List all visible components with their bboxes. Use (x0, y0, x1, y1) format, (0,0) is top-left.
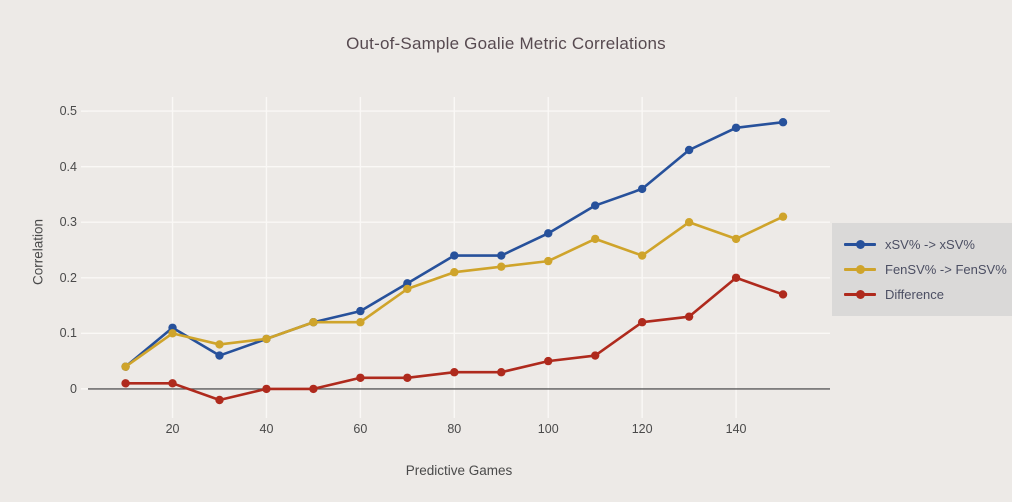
series-marker-1[interactable] (590, 234, 600, 244)
x-tick-label: 20 (165, 422, 180, 436)
legend-swatch-icon (844, 290, 876, 299)
series-marker-1[interactable] (497, 262, 506, 271)
series-marker-0[interactable] (637, 184, 647, 194)
x-tick-label: 80 (447, 422, 462, 436)
legend-item-label: Difference (885, 287, 945, 302)
x-tick-label: 120 (631, 422, 653, 436)
series-marker-0[interactable] (590, 201, 600, 210)
legend-item-label: xSV% -> xSV% (885, 237, 975, 252)
legend: xSV% -> xSV% FenSV% -> FenSV% Difference (832, 223, 1012, 316)
chart-title: Out-of-Sample Goalie Metric Correlations (346, 34, 666, 53)
series-marker-1[interactable] (403, 284, 412, 294)
series-marker-0[interactable] (497, 251, 506, 260)
y-tick-label: 0 (70, 381, 77, 396)
legend-item-1[interactable]: FenSV% -> FenSV% (844, 257, 1012, 282)
series-marker-1[interactable] (731, 234, 741, 244)
y-tick-label: 0.2 (59, 270, 77, 285)
series-marker-2[interactable] (497, 368, 506, 377)
series-marker-0[interactable] (215, 351, 224, 360)
series-marker-2[interactable] (731, 273, 741, 282)
legend-item-label: FenSV% -> FenSV% (885, 262, 1007, 277)
x-tick-label: 140 (725, 422, 747, 436)
plot-area[interactable] (88, 95, 830, 410)
legend-swatch-icon (844, 265, 876, 274)
series-marker-2[interactable] (356, 373, 365, 382)
series-marker-2[interactable] (403, 373, 412, 382)
series-marker-1[interactable] (356, 318, 365, 327)
series-marker-2[interactable] (215, 395, 224, 405)
series-marker-0[interactable] (544, 229, 553, 238)
series-marker-2[interactable] (590, 351, 600, 360)
y-axis-title: Correlation (30, 218, 46, 286)
x-axis-title: Predictive Games (405, 463, 513, 478)
y-tick-label: 0.3 (59, 215, 77, 230)
series-marker-2[interactable] (778, 290, 788, 299)
legend-item-2[interactable]: Difference (844, 282, 1012, 307)
y-tick-label: 0.1 (59, 326, 77, 341)
x-tick-label: 40 (259, 422, 274, 436)
legend-item-0[interactable]: xSV% -> xSV% (844, 232, 1012, 257)
series-marker-2[interactable] (684, 312, 694, 321)
series-marker-2[interactable] (544, 356, 553, 366)
series-marker-2[interactable] (637, 318, 647, 327)
series-marker-0[interactable] (450, 251, 459, 260)
series-marker-1[interactable] (544, 256, 553, 266)
series-marker-1[interactable] (450, 268, 459, 277)
series-marker-1[interactable] (121, 362, 130, 371)
y-tick-label: 0.5 (59, 104, 77, 119)
x-tick-label: 100 (537, 422, 559, 436)
series-marker-2[interactable] (262, 384, 271, 394)
series-marker-1[interactable] (309, 318, 318, 327)
series-marker-1[interactable] (215, 340, 224, 349)
y-tick-label: 0.4 (59, 159, 77, 174)
series-marker-1[interactable] (684, 218, 694, 227)
legend-swatch-icon (844, 240, 876, 249)
series-marker-2[interactable] (168, 379, 177, 388)
series-marker-2[interactable] (450, 368, 459, 377)
series-marker-2[interactable] (309, 384, 318, 394)
series-marker-1[interactable] (262, 334, 271, 344)
series-marker-1[interactable] (168, 329, 177, 338)
series-marker-0[interactable] (356, 306, 365, 316)
series-marker-1[interactable] (637, 251, 647, 260)
series-marker-0[interactable] (731, 123, 741, 132)
x-tick-label: 60 (353, 422, 368, 436)
series-marker-0[interactable] (684, 145, 694, 155)
series-marker-1[interactable] (778, 212, 788, 221)
series-marker-2[interactable] (121, 379, 130, 388)
series-marker-0[interactable] (778, 118, 788, 127)
